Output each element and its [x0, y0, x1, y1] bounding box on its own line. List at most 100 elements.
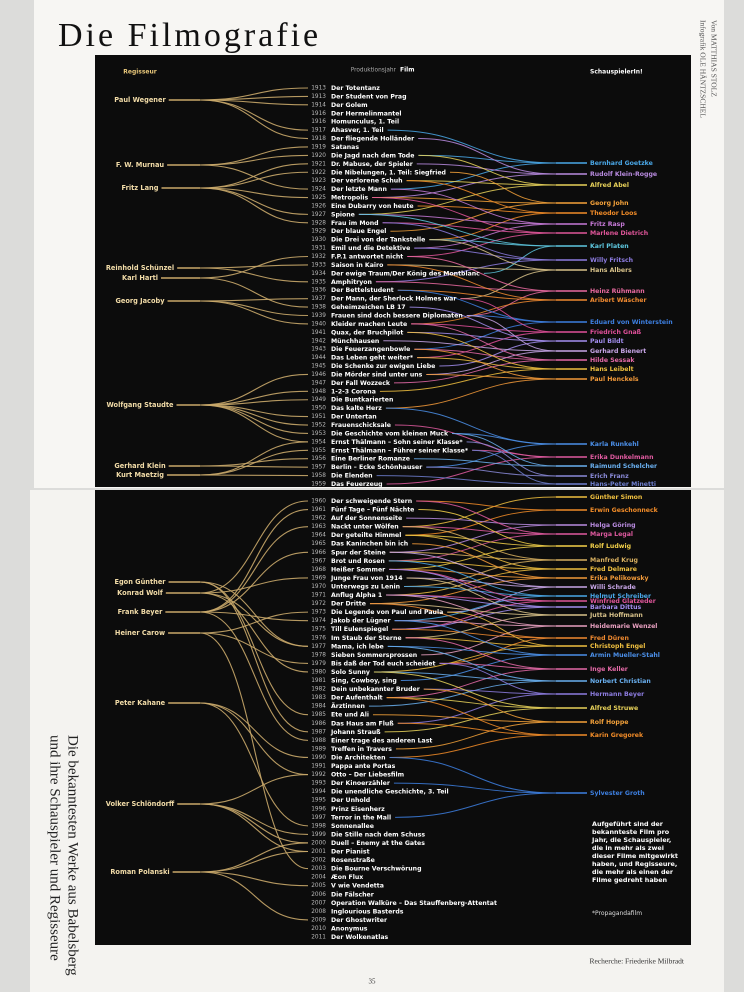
director-link: [199, 449, 309, 476]
film-title: Ernst Thälmann – Sohn seiner Klasse*: [331, 439, 463, 446]
year: 1987: [311, 729, 326, 735]
film-title: Frauenschicksale: [331, 422, 391, 429]
actor: Aribert Wäscher: [590, 297, 647, 304]
director: Volker Schlöndorff: [106, 800, 175, 808]
director: Kurt Maetzig: [116, 471, 164, 479]
film-title: Anflug Alpha 1: [331, 592, 382, 599]
film-title: Der ewige Traum/Der König des Montblanc: [331, 270, 480, 277]
actor-link: [414, 348, 557, 380]
actor-link: [407, 331, 557, 370]
film-title: Die Feuerzangenbowle: [331, 346, 410, 353]
actor: Jutta Hoffmann: [589, 612, 643, 619]
actor-link: [421, 625, 557, 656]
actor-link: [395, 792, 557, 818]
film-title: Die Bourne Verschwörung: [331, 866, 422, 873]
film-title: Terror in the Mall: [331, 814, 391, 821]
year: 1930: [311, 237, 326, 243]
actor-link: [395, 721, 557, 750]
year: 1968: [311, 567, 326, 573]
actor-link: [387, 645, 557, 656]
actor: Rolf Ludwig: [590, 543, 631, 550]
link-layer: [165, 496, 587, 921]
actor-link: [369, 603, 557, 616]
year: 1965: [311, 541, 326, 547]
director: Fritz Lang: [122, 184, 159, 192]
film-title: Die Stille nach dem Schuss: [331, 831, 425, 838]
actor: Christoph Engel: [590, 643, 645, 650]
actor: Bernhard Goetzke: [590, 160, 653, 167]
film-title: Mama, ich lebe: [331, 643, 384, 650]
actor: Erika Dunkelmann: [590, 454, 654, 461]
film-title: Der Aufenthalt: [331, 695, 383, 702]
actor: Hans Albers: [590, 267, 632, 274]
film-title: Johann Strauß: [330, 729, 381, 736]
actor-link: [394, 620, 557, 627]
actor-link: [382, 222, 557, 234]
director-link: [199, 871, 309, 921]
actor-link: [416, 500, 557, 535]
actor-link: [386, 668, 557, 699]
film-title: Der Bettelstudent: [331, 287, 394, 294]
actor-link: [414, 321, 557, 350]
year: 1934: [311, 271, 326, 277]
actor: Hans Leibelt: [590, 366, 634, 373]
film-title: Das Kaninchen bin ich: [331, 541, 408, 548]
film-title: Till Eulenspiegel: [331, 626, 388, 633]
actor-link: [452, 432, 557, 445]
actor: Norbert Christian: [590, 678, 651, 685]
actor-link: [372, 197, 557, 234]
actor: Helga Göring: [590, 522, 636, 529]
actor: Eduard von Winterstein: [590, 319, 673, 326]
year: 2011: [311, 935, 326, 941]
year: 1978: [311, 652, 326, 658]
film-title: Der Kinoerzähler: [331, 780, 391, 787]
actor-link: [423, 688, 557, 723]
year: 2007: [311, 900, 326, 906]
year: 1923: [311, 178, 326, 184]
year: 1957: [311, 465, 326, 471]
actor-link: [384, 707, 557, 733]
actor-link: [417, 331, 557, 359]
actor-link: [389, 568, 557, 579]
actor-link: [382, 222, 557, 261]
actor-link: [386, 697, 557, 709]
year: 1962: [311, 516, 326, 522]
year: 1999: [311, 832, 326, 838]
actor: Alfred Struwe: [590, 705, 638, 712]
film-title: Fünf Tage – Fünf Nächte: [331, 507, 414, 514]
actor-link: [373, 645, 557, 673]
year: 1937: [311, 296, 326, 302]
year: 1922: [311, 170, 326, 176]
film-title: V wie Vendetta: [331, 883, 384, 890]
actor-link: [375, 259, 557, 283]
year: 1947: [311, 380, 326, 386]
film-title: Sonnenallee: [331, 823, 374, 830]
year: 1928: [311, 220, 326, 226]
actor-link: [387, 264, 557, 271]
year: 1927: [311, 212, 326, 218]
film-title: Der Untertan: [331, 414, 377, 421]
director: Heiner Carow: [115, 629, 165, 637]
film-title: Der Student von Prag: [331, 93, 407, 100]
actor-link: [379, 368, 557, 392]
year: 1945: [311, 364, 326, 370]
film-title: Sing, Cowboy, sing: [331, 678, 397, 685]
actor-link: [416, 500, 557, 511]
year: 1982: [311, 687, 326, 693]
actor-link: [466, 441, 557, 477]
actor-link: [386, 697, 557, 736]
film-title: Pappa ante Portas: [331, 763, 396, 770]
year: 1920: [311, 153, 326, 159]
year: 1963: [311, 524, 326, 530]
actor-link: [394, 595, 557, 622]
actor: Günther Simon: [590, 494, 642, 501]
actor-link: [418, 154, 557, 186]
film-title: Satanas: [331, 144, 359, 151]
actor: Paul Henckels: [590, 376, 639, 383]
actor-link: [387, 645, 557, 682]
director-link: [199, 164, 309, 190]
actor: Rudolf Klein-Rogge: [590, 171, 657, 178]
research-credit: Recherche: Friederike Milbradt: [589, 957, 684, 966]
actor: Marga Legal: [590, 531, 633, 538]
film-title: Frau im Mond: [331, 220, 379, 227]
